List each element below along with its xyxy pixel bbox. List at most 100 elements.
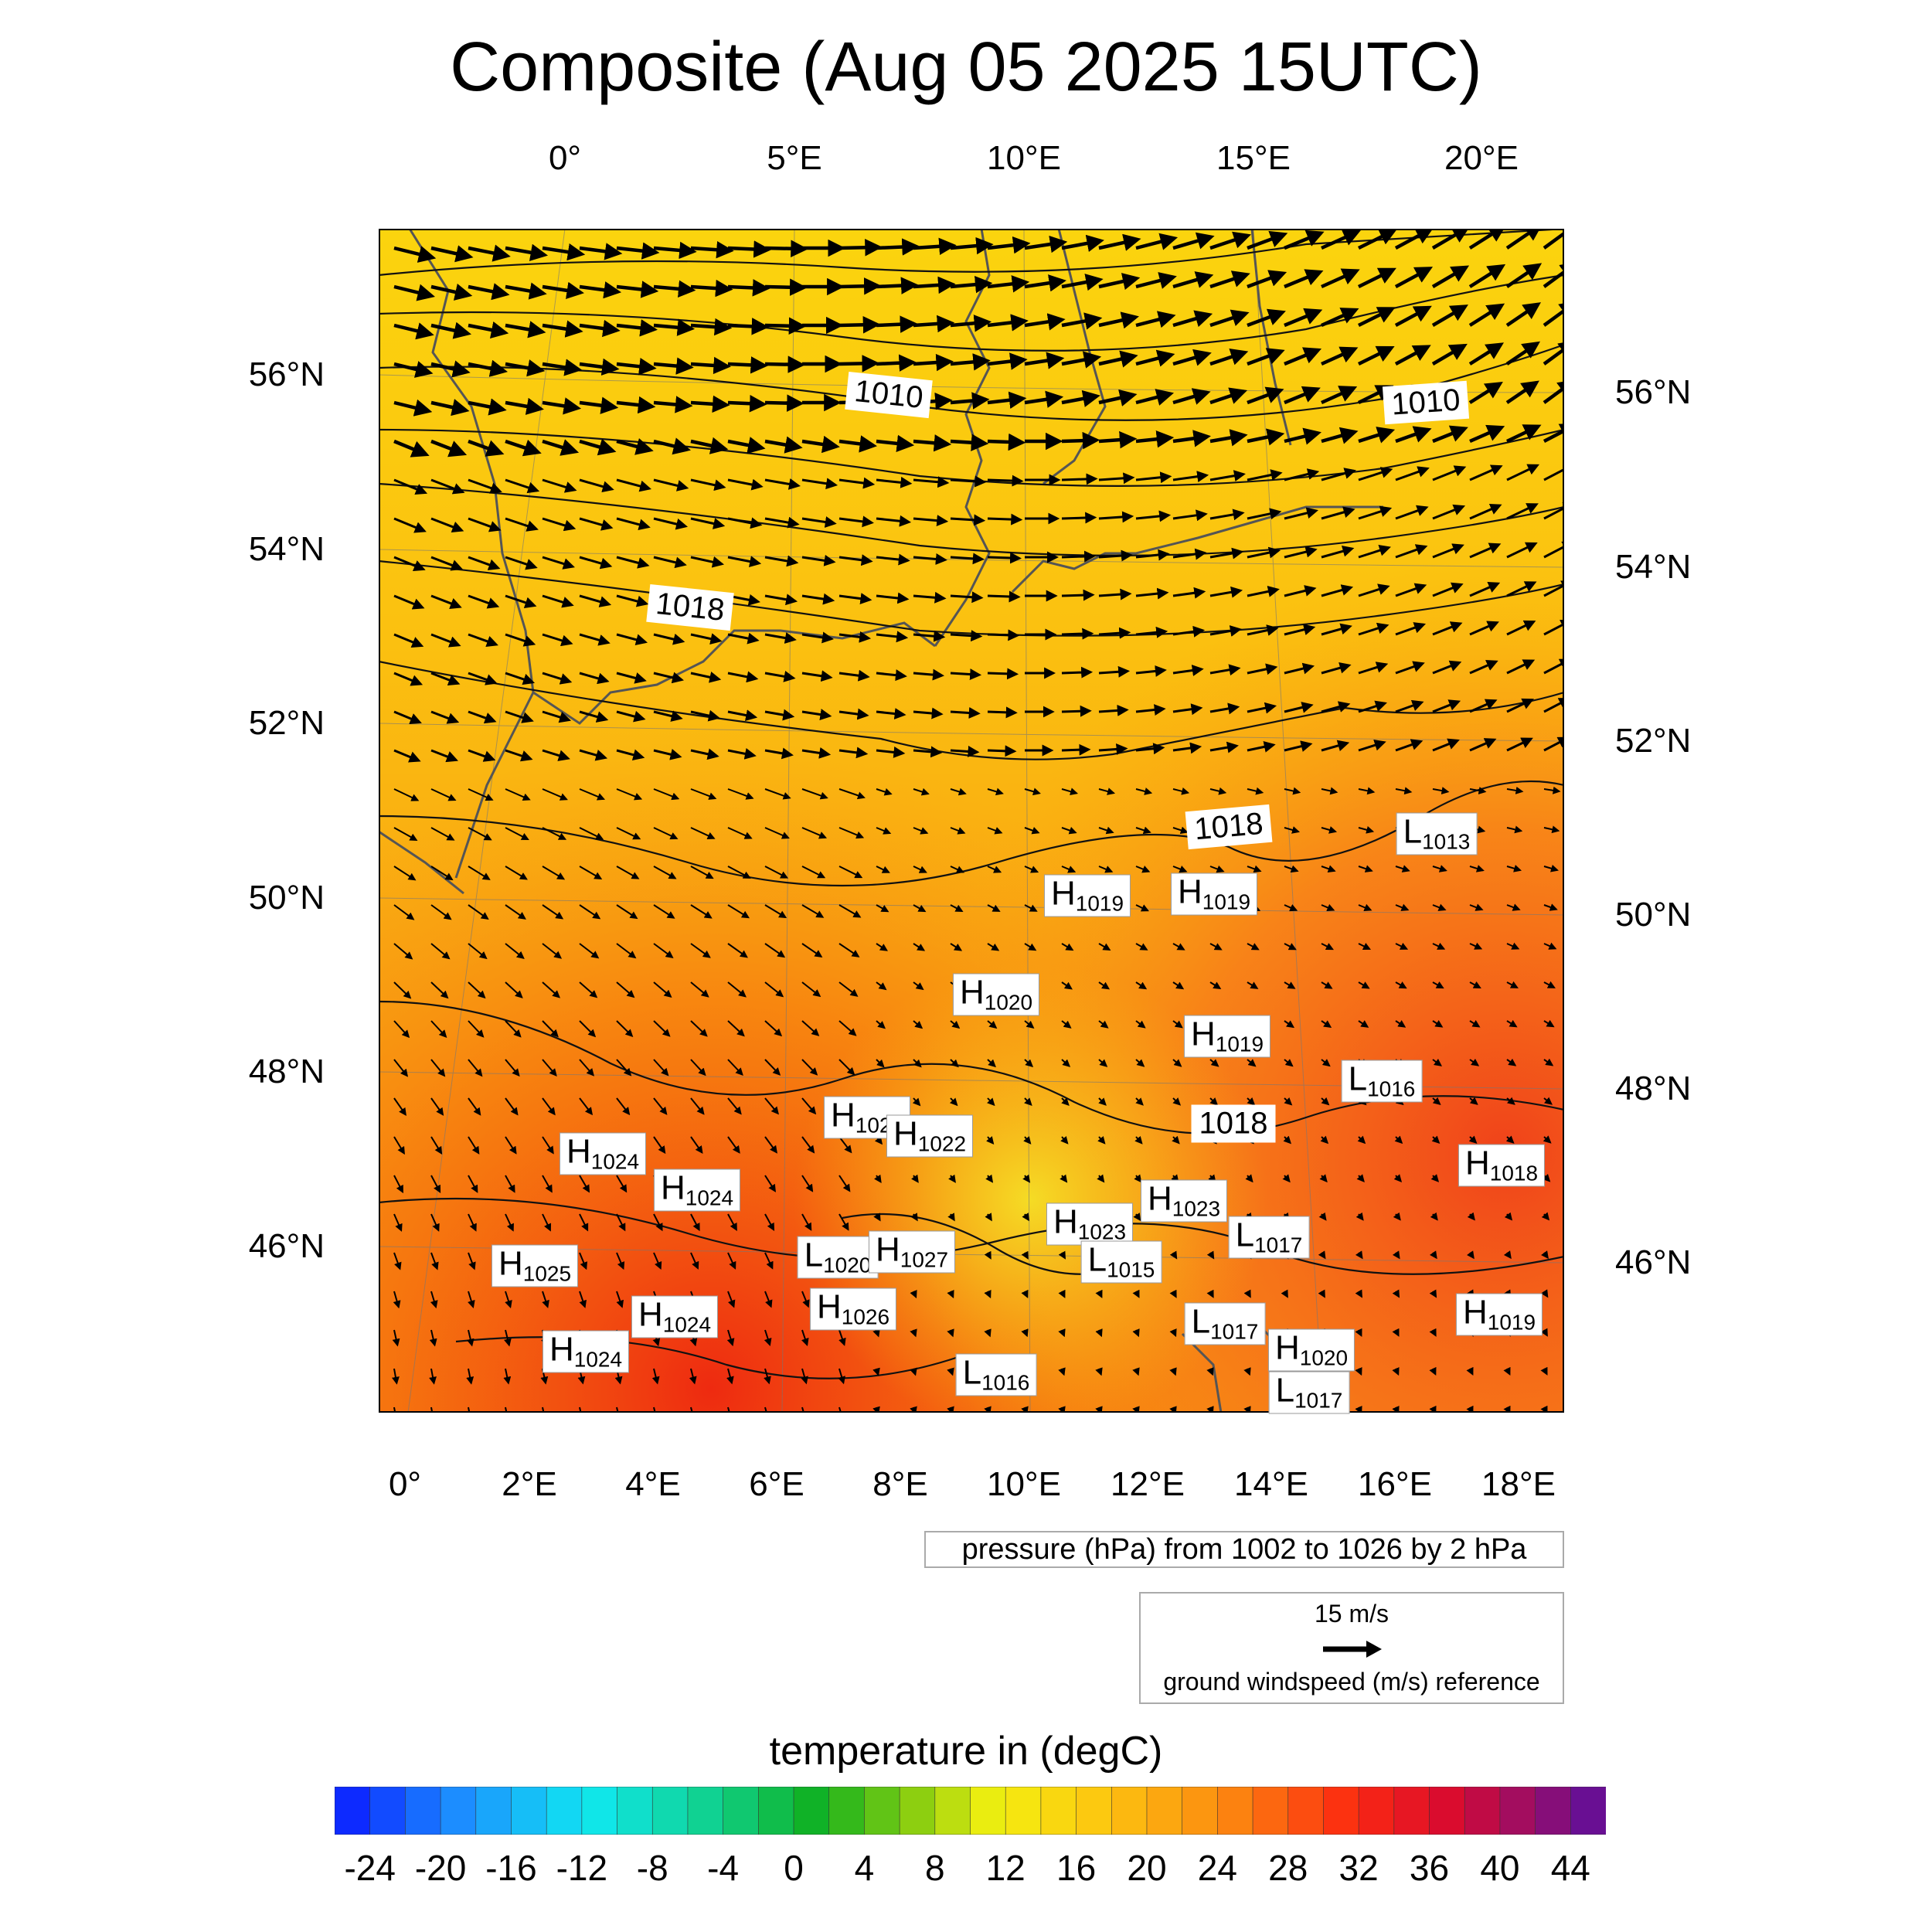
wind-arrow	[468, 788, 494, 801]
wind-arrow	[579, 1097, 594, 1116]
colorbar-bin	[1146, 1787, 1183, 1835]
colorbar-bin	[1182, 1787, 1219, 1835]
wind-arrow	[1135, 1097, 1144, 1106]
wind-arrow	[1134, 1135, 1143, 1145]
wind-arrow	[1095, 1328, 1103, 1338]
wind-arrow	[1506, 903, 1521, 911]
wind-arrow	[950, 1059, 959, 1068]
wind-arrow	[801, 827, 828, 839]
wind-arrow	[616, 1252, 625, 1270]
wind-arrow	[1061, 431, 1100, 450]
wind-arrow	[579, 594, 612, 607]
wind-arrow	[1469, 981, 1481, 989]
wind-arrow	[764, 436, 803, 454]
wind-arrow	[950, 943, 963, 951]
wind-arrow	[1321, 1059, 1331, 1067]
wind-arrow	[1135, 904, 1150, 912]
wind-arrow	[1543, 698, 1564, 713]
wind-arrow	[876, 746, 906, 758]
wind-arrow	[579, 1213, 589, 1232]
wind-arrow	[430, 1097, 444, 1116]
wind-arrow	[393, 1097, 406, 1116]
wind-arrow	[542, 904, 564, 920]
map-panel[interactable]: 1010 1010 1018 1018 1018 L1013 H1019 H10…	[379, 229, 1564, 1414]
wind-arrow	[1135, 311, 1176, 328]
wind-arrow	[468, 904, 489, 920]
wind-arrow	[430, 866, 454, 881]
wind-arrow	[838, 747, 869, 759]
wind-arrow	[876, 631, 909, 643]
pressure-center-high: H1019	[1043, 874, 1131, 917]
colorbar-bin	[723, 1787, 760, 1835]
wind-arrow	[1061, 705, 1092, 717]
wind-arrow	[579, 1252, 587, 1270]
wind-arrow	[1321, 981, 1333, 989]
pressure-center-high: H1020	[952, 973, 1040, 1016]
wind-arrow	[726, 1329, 735, 1347]
wind-arrow	[985, 1174, 994, 1183]
wind-arrow	[1135, 743, 1165, 755]
wind-arrow	[616, 981, 635, 998]
wind-arrow	[1467, 1212, 1475, 1221]
wind-arrow	[838, 866, 863, 879]
wind-arrow	[579, 749, 608, 761]
wind-arrow	[690, 478, 726, 492]
wind-arrow	[1393, 1212, 1401, 1221]
colorbar-bin	[1287, 1787, 1325, 1835]
wind-arrow	[468, 359, 509, 377]
wind-arrow	[1021, 1250, 1029, 1260]
wind-arrow	[1022, 1174, 1031, 1183]
wind-arrow	[1172, 665, 1204, 676]
wind-arrow	[1543, 658, 1564, 675]
pressure-center-low: L1020	[797, 1236, 879, 1279]
wind-arrow	[579, 396, 619, 414]
wind-arrow	[393, 633, 424, 648]
wind-arrow	[1135, 866, 1151, 873]
wind-arrow	[1321, 346, 1359, 366]
wind-arrow	[690, 1213, 700, 1232]
colorbar-bin	[581, 1787, 618, 1835]
wind-arrow	[876, 708, 906, 719]
wind-arrow	[1135, 826, 1151, 835]
wind-arrow	[1132, 1367, 1140, 1376]
wind-arrow	[987, 943, 1000, 951]
wind-arrow	[987, 590, 1021, 603]
wind-arrow	[876, 866, 890, 873]
wind-arrow	[616, 1291, 624, 1308]
wind-arrow	[985, 1213, 992, 1222]
colorbar-bin	[1040, 1787, 1077, 1835]
wind-arrow	[505, 788, 531, 801]
wind-arrow	[838, 631, 872, 643]
wind-arrow	[1284, 230, 1325, 250]
coastlines	[379, 229, 1383, 1413]
wind-arrow	[653, 827, 679, 840]
wind-arrow	[801, 631, 834, 644]
wind-arrow	[579, 438, 617, 456]
wind-arrow	[727, 981, 747, 998]
wind-arrow	[1061, 589, 1095, 601]
wind-arrow	[727, 356, 768, 374]
wind-arrow	[505, 1097, 519, 1116]
wind-arrow	[1135, 1020, 1146, 1029]
wind-arrow	[430, 788, 457, 801]
wind-arrow	[1356, 1174, 1365, 1183]
wind-arrow	[1395, 544, 1428, 559]
wind-arrow	[913, 707, 944, 719]
wind-arrow	[1505, 341, 1541, 366]
wind-arrow	[1247, 428, 1285, 446]
wind-arrow	[542, 1020, 559, 1038]
wind-arrow	[727, 827, 753, 839]
wind-arrow	[947, 1289, 954, 1299]
wind-arrow	[764, 709, 795, 721]
wind-arrow	[838, 1368, 845, 1385]
wind-arrow	[1284, 903, 1298, 912]
wind-arrow	[801, 788, 828, 800]
wind-arrow	[579, 981, 598, 998]
wind-arrow	[1061, 981, 1073, 990]
wind-arrow	[876, 434, 915, 453]
wind-arrow	[876, 553, 910, 566]
wind-arrow	[393, 556, 426, 571]
wind-arrow	[987, 787, 1004, 796]
wind-arrow	[986, 1136, 995, 1145]
wind-arrow	[466, 1329, 474, 1347]
